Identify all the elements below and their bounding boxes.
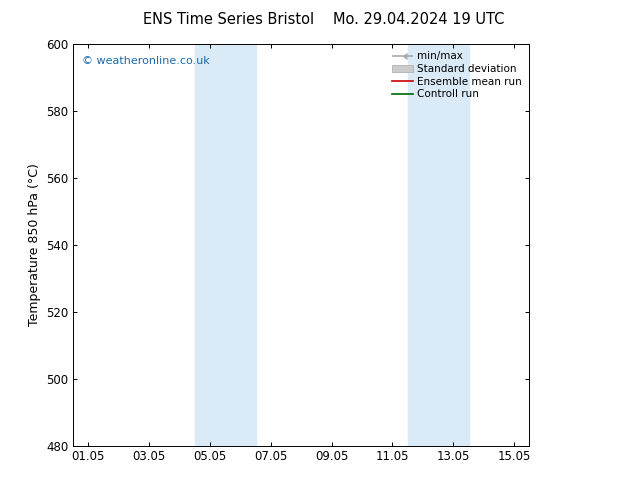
Text: ENS Time Series Bristol: ENS Time Series Bristol xyxy=(143,12,314,27)
Legend: min/max, Standard deviation, Ensemble mean run, Controll run: min/max, Standard deviation, Ensemble me… xyxy=(391,49,524,101)
Bar xyxy=(195,44,256,446)
Text: Mo. 29.04.2024 19 UTC: Mo. 29.04.2024 19 UTC xyxy=(333,12,504,27)
Bar xyxy=(408,44,469,446)
Text: © weatheronline.co.uk: © weatheronline.co.uk xyxy=(82,56,210,66)
Y-axis label: Temperature 850 hPa (°C): Temperature 850 hPa (°C) xyxy=(28,164,41,326)
